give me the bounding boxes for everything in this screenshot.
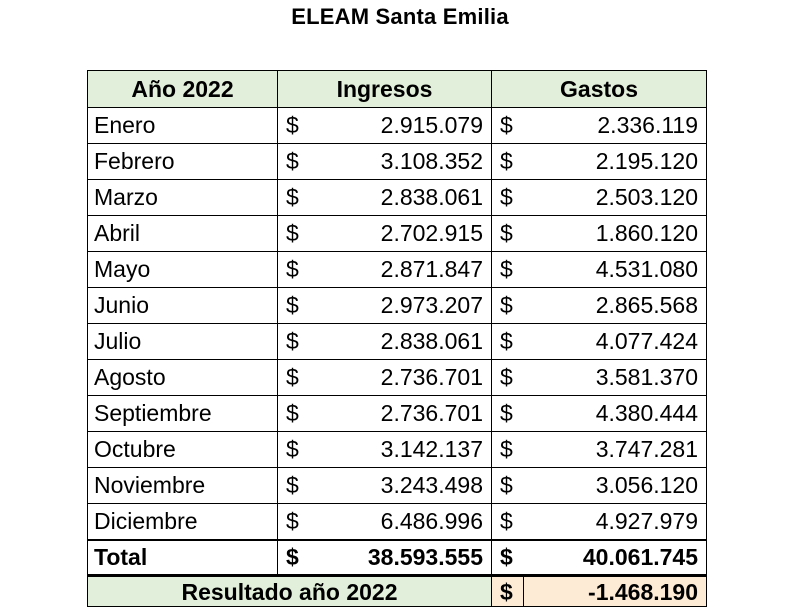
- expenses-cell: 2.195.120: [523, 143, 708, 180]
- total-expenses-currency: $: [491, 538, 524, 577]
- total-label: Total: [87, 538, 278, 577]
- expenses-cell: 2.865.568: [523, 287, 708, 324]
- expenses-currency: $: [491, 395, 524, 432]
- income-cell: 3.243.498: [311, 467, 492, 504]
- expenses-cell: 3.581.370: [523, 359, 708, 396]
- total-income-currency: $: [277, 538, 312, 577]
- table-row: Octubre $ 3.142.137 $ 3.747.281: [87, 431, 708, 468]
- result-row: Resultado año 2022 $ -1.468.190: [87, 574, 708, 607]
- table-row: Julio $ 2.838.061 $ 4.077.424: [87, 323, 708, 360]
- income-currency: $: [277, 179, 312, 216]
- expenses-currency: $: [491, 179, 524, 216]
- expenses-currency: $: [491, 467, 524, 504]
- expenses-currency: $: [491, 503, 524, 540]
- table-row: Junio $ 2.973.207 $ 2.865.568: [87, 287, 708, 324]
- header-year: Año 2022: [87, 70, 278, 108]
- expenses-cell: 4.380.444: [523, 395, 708, 432]
- table-row: Febrero $ 3.108.352 $ 2.195.120: [87, 143, 708, 180]
- month-cell: Diciembre: [87, 503, 278, 540]
- result-value: -1.468.190: [522, 574, 708, 607]
- page-title: ELEAM Santa Emilia: [291, 4, 509, 29]
- expenses-cell: 4.077.424: [523, 323, 708, 360]
- month-cell: Septiembre: [87, 395, 278, 432]
- expenses-currency: $: [491, 215, 524, 252]
- income-currency: $: [277, 467, 312, 504]
- income-currency: $: [277, 359, 312, 396]
- income-cell: 3.108.352: [311, 143, 492, 180]
- month-cell: Julio: [87, 323, 278, 360]
- expenses-currency: $: [491, 143, 524, 180]
- income-cell: 2.973.207: [311, 287, 492, 324]
- month-cell: Junio: [87, 287, 278, 324]
- table-row: Diciembre $ 6.486.996 $ 4.927.979: [87, 503, 708, 540]
- income-cell: 2.915.079: [311, 107, 492, 144]
- income-cell: 2.871.847: [311, 251, 492, 288]
- income-cell: 6.486.996: [311, 503, 492, 540]
- month-cell: Febrero: [87, 143, 278, 180]
- table-row: Abril $ 2.702.915 $ 1.860.120: [87, 215, 708, 252]
- income-cell: 2.736.701: [311, 395, 492, 432]
- total-row: Total $ 38.593.555 $ 40.061.745: [87, 538, 708, 577]
- income-currency: $: [277, 323, 312, 360]
- income-currency: $: [277, 395, 312, 432]
- total-income: 38.593.555: [311, 538, 492, 577]
- month-cell: Enero: [87, 107, 278, 144]
- income-cell: 2.702.915: [311, 215, 492, 252]
- expenses-currency: $: [491, 323, 524, 360]
- table-header-row: Año 2022 Ingresos Gastos: [87, 70, 708, 108]
- expenses-currency: $: [491, 251, 524, 288]
- header-expenses: Gastos: [490, 70, 708, 108]
- income-cell: 2.736.701: [311, 359, 492, 396]
- expenses-cell: 3.747.281: [523, 431, 708, 468]
- table-row: Enero $ 2.915.079 $ 2.336.119: [87, 107, 708, 144]
- table-row: Noviembre $ 3.243.498 $ 3.056.120: [87, 467, 708, 504]
- table-row: Marzo $ 2.838.061 $ 2.503.120: [87, 179, 708, 216]
- expenses-currency: $: [491, 431, 524, 468]
- income-currency: $: [277, 431, 312, 468]
- expenses-cell: 2.336.119: [523, 107, 708, 144]
- income-currency: $: [277, 287, 312, 324]
- income-currency: $: [277, 143, 312, 180]
- month-cell: Octubre: [87, 431, 278, 468]
- result-currency: $: [491, 574, 524, 607]
- expenses-cell: 1.860.120: [523, 215, 708, 252]
- table-row: Septiembre $ 2.736.701 $ 4.380.444: [87, 395, 708, 432]
- expenses-cell: 4.927.979: [523, 503, 708, 540]
- expenses-currency: $: [491, 107, 524, 144]
- expenses-cell: 3.056.120: [523, 467, 708, 504]
- income-currency: $: [277, 107, 312, 144]
- expenses-cell: 4.531.080: [523, 251, 708, 288]
- table-row: Agosto $ 2.736.701 $ 3.581.370: [87, 359, 708, 396]
- expenses-currency: $: [491, 359, 524, 396]
- expenses-currency: $: [491, 287, 524, 324]
- table-row: Mayo $ 2.871.847 $ 4.531.080: [87, 251, 708, 288]
- total-expenses: 40.061.745: [523, 538, 708, 577]
- month-cell: Noviembre: [87, 467, 278, 504]
- month-cell: Mayo: [87, 251, 278, 288]
- result-label: Resultado año 2022: [87, 574, 492, 607]
- finance-table: Año 2022 Ingresos Gastos Enero $ 2.915.0…: [87, 70, 708, 607]
- income-currency: $: [277, 215, 312, 252]
- month-cell: Agosto: [87, 359, 278, 396]
- table-body: Enero $ 2.915.079 $ 2.336.119 Febrero $ …: [87, 107, 708, 607]
- header-income: Ingresos: [277, 70, 492, 108]
- month-cell: Abril: [87, 215, 278, 252]
- income-cell: 2.838.061: [311, 179, 492, 216]
- month-cell: Marzo: [87, 179, 278, 216]
- income-cell: 3.142.137: [311, 431, 492, 468]
- expenses-cell: 2.503.120: [523, 179, 708, 216]
- income-cell: 2.838.061: [311, 323, 492, 360]
- income-currency: $: [277, 251, 312, 288]
- income-currency: $: [277, 503, 312, 540]
